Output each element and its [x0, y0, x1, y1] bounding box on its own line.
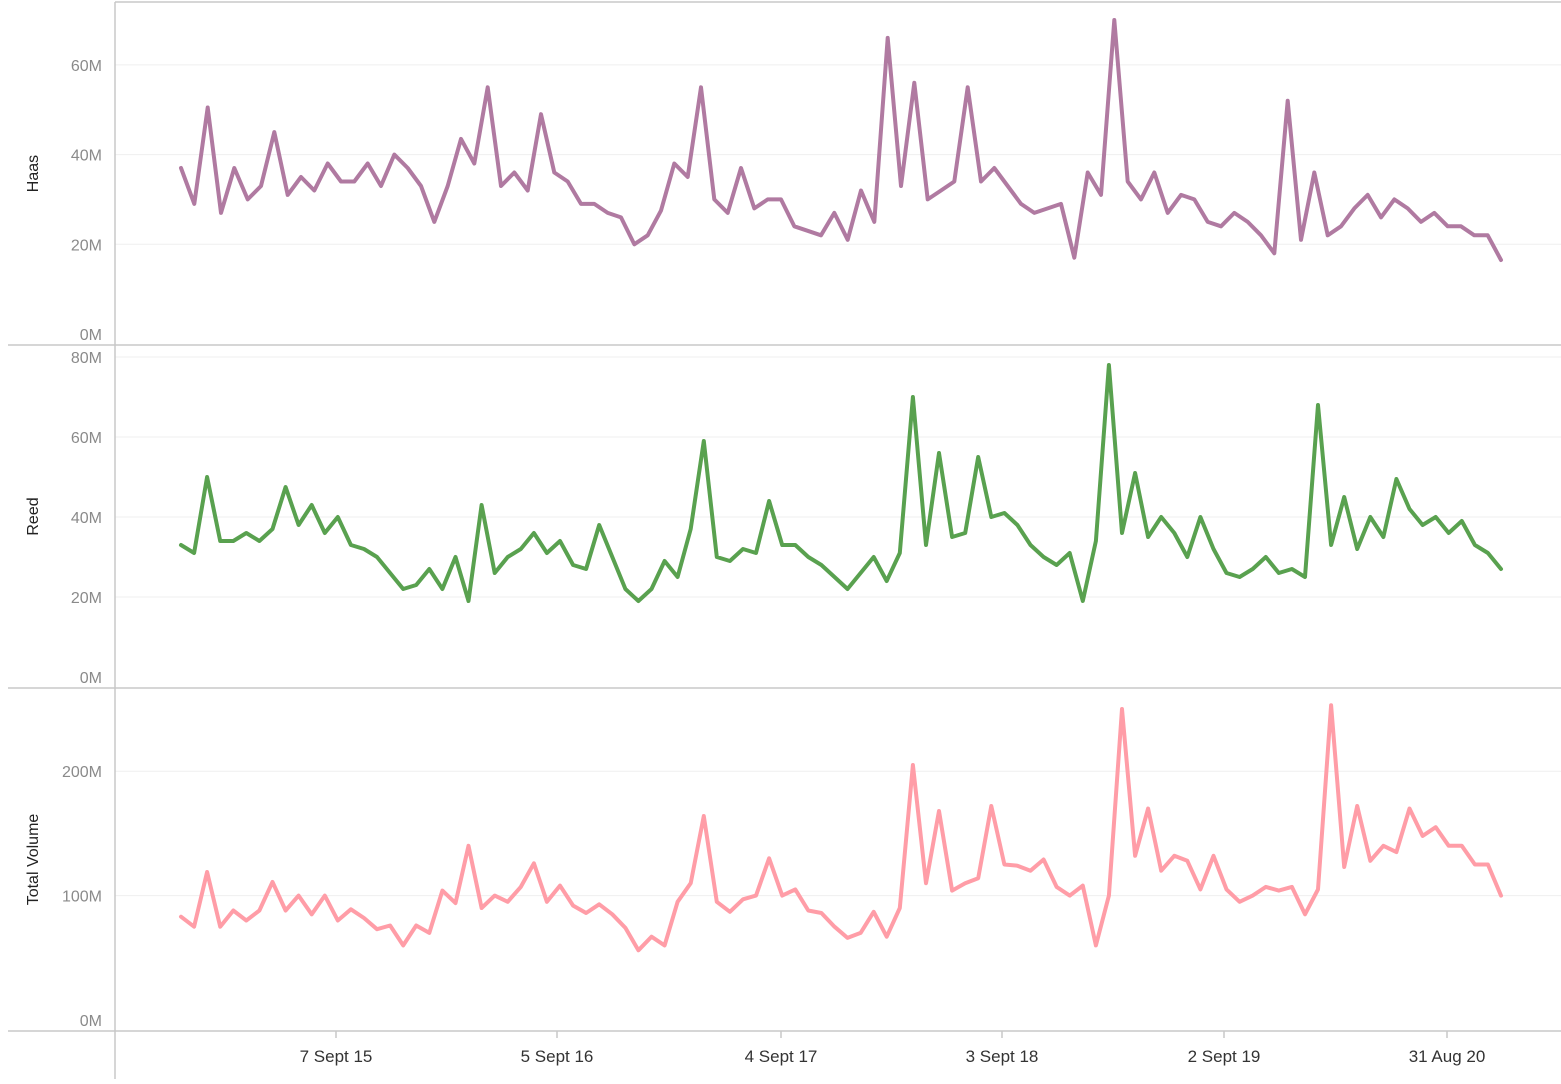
x-tick-label: 7 Sept 15	[300, 1047, 373, 1066]
series-line-reed	[179, 363, 1503, 603]
x-tick-label: 5 Sept 16	[521, 1047, 594, 1066]
gridlines-layer	[115, 64, 1561, 897]
y-tick-label: 80M	[71, 350, 102, 367]
y-axis-title: Total Volume	[25, 814, 42, 906]
y-axis-title: Haas	[25, 155, 42, 192]
series-line-haas	[179, 18, 1503, 262]
y-tick-label: 100M	[62, 889, 102, 906]
y-tick-label: 0M	[80, 1013, 102, 1030]
frame-layer	[8, 1, 1561, 1079]
x-tick-label: 2 Sept 19	[1188, 1047, 1261, 1066]
series-lines-layer	[179, 18, 1503, 953]
x-tick-label: 31 Aug 20	[1409, 1047, 1486, 1066]
y-tick-label: 40M	[71, 510, 102, 527]
y-tick-label: 60M	[71, 58, 102, 75]
y-tick-label: 20M	[71, 237, 102, 254]
labels-layer: 0M 20M 40M 60M Haas 0M 20M 40M 60M 80M Reed 0M 100M 2…	[25, 58, 1485, 1066]
series-line-total-volume	[179, 703, 1503, 953]
y-tick-label: 200M	[62, 764, 102, 781]
x-tick-label: 3 Sept 18	[966, 1047, 1039, 1066]
y-tick-label: 60M	[71, 430, 102, 447]
x-tick-label: 4 Sept 17	[745, 1047, 818, 1066]
y-tick-label: 40M	[71, 148, 102, 165]
y-tick-label: 0M	[80, 327, 102, 344]
y-tick-label: 20M	[71, 590, 102, 607]
y-tick-label: 0M	[80, 670, 102, 687]
y-axis-title: Reed	[25, 497, 42, 535]
